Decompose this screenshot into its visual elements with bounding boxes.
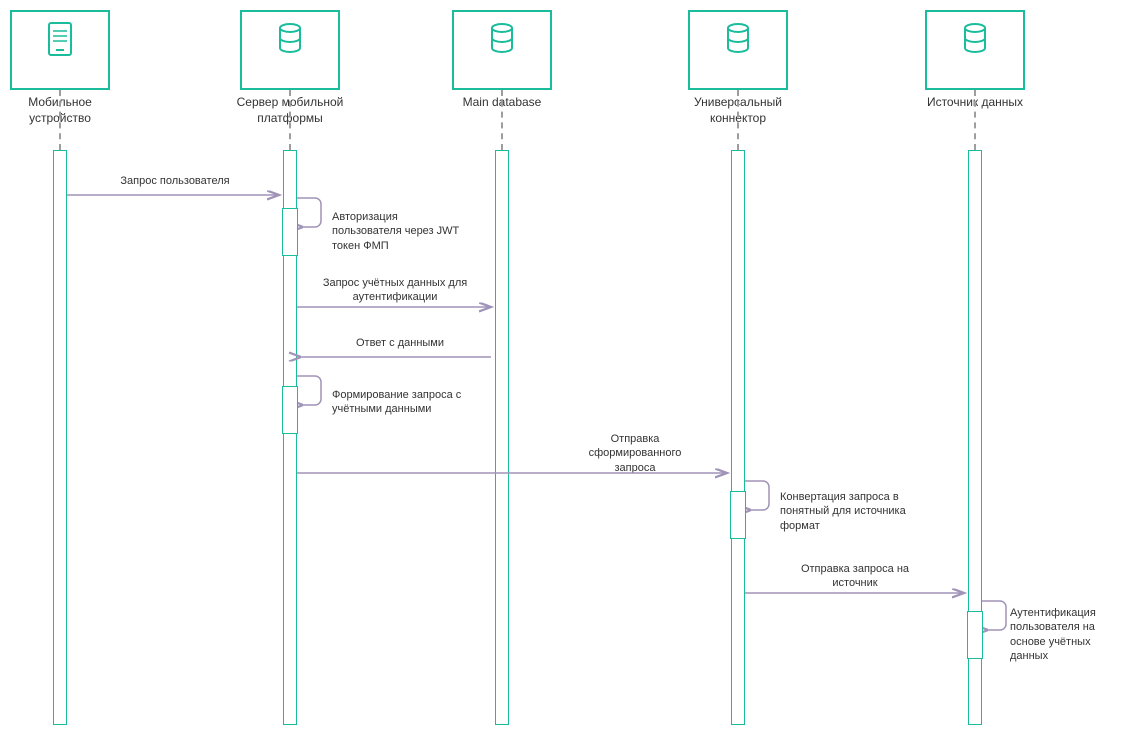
arrow-user-request [67, 190, 283, 200]
self-arrow-convert [745, 478, 775, 513]
database-icon [960, 20, 990, 58]
participant-mobile [10, 10, 110, 90]
activation-auth [282, 208, 298, 256]
lifeline-mobile [53, 150, 67, 725]
msg-creds-request: Запрос учётных данных для аутентификации [305, 276, 485, 305]
self-arrow-form [297, 373, 327, 408]
lifeline-dash-source [974, 90, 976, 150]
lifeline-dash-mobile [59, 90, 61, 150]
msg-source-auth: Аутентификация пользователя на основе уч… [1010, 606, 1120, 663]
database-icon [275, 20, 305, 58]
lifeline-dash-server [289, 90, 291, 150]
msg-data-response: Ответ с данными [340, 336, 460, 350]
arrow-send-source [745, 588, 968, 598]
msg-user-request: Запрос пользователя [95, 174, 255, 188]
lifeline-dash-connector [737, 90, 739, 150]
lifeline-maindb [495, 150, 509, 725]
activation-convert [730, 491, 746, 539]
arrow-send-formed [297, 468, 731, 478]
msg-send-source: Отправка запроса на источник [790, 562, 920, 591]
participant-connector [688, 10, 788, 90]
lifeline-dash-maindb [501, 90, 503, 150]
participant-maindb [452, 10, 552, 90]
database-icon [487, 20, 517, 58]
mobile-icon [45, 20, 75, 58]
lifeline-connector [731, 150, 745, 725]
participant-source [925, 10, 1025, 90]
participant-server [240, 10, 340, 90]
activation-form [282, 386, 298, 434]
msg-auth: Авторизация пользователя через JWT токен… [332, 210, 462, 253]
self-arrow-source-auth [982, 598, 1012, 633]
arrow-creds-request [297, 302, 495, 312]
self-arrow-auth [297, 195, 327, 230]
msg-convert: Конвертация запроса в понятный для источ… [780, 490, 930, 533]
activation-source-auth [967, 611, 983, 659]
arrow-data-response [297, 352, 495, 362]
database-icon [723, 20, 753, 58]
msg-form: Формирование запроса с учётными данными [332, 388, 462, 417]
